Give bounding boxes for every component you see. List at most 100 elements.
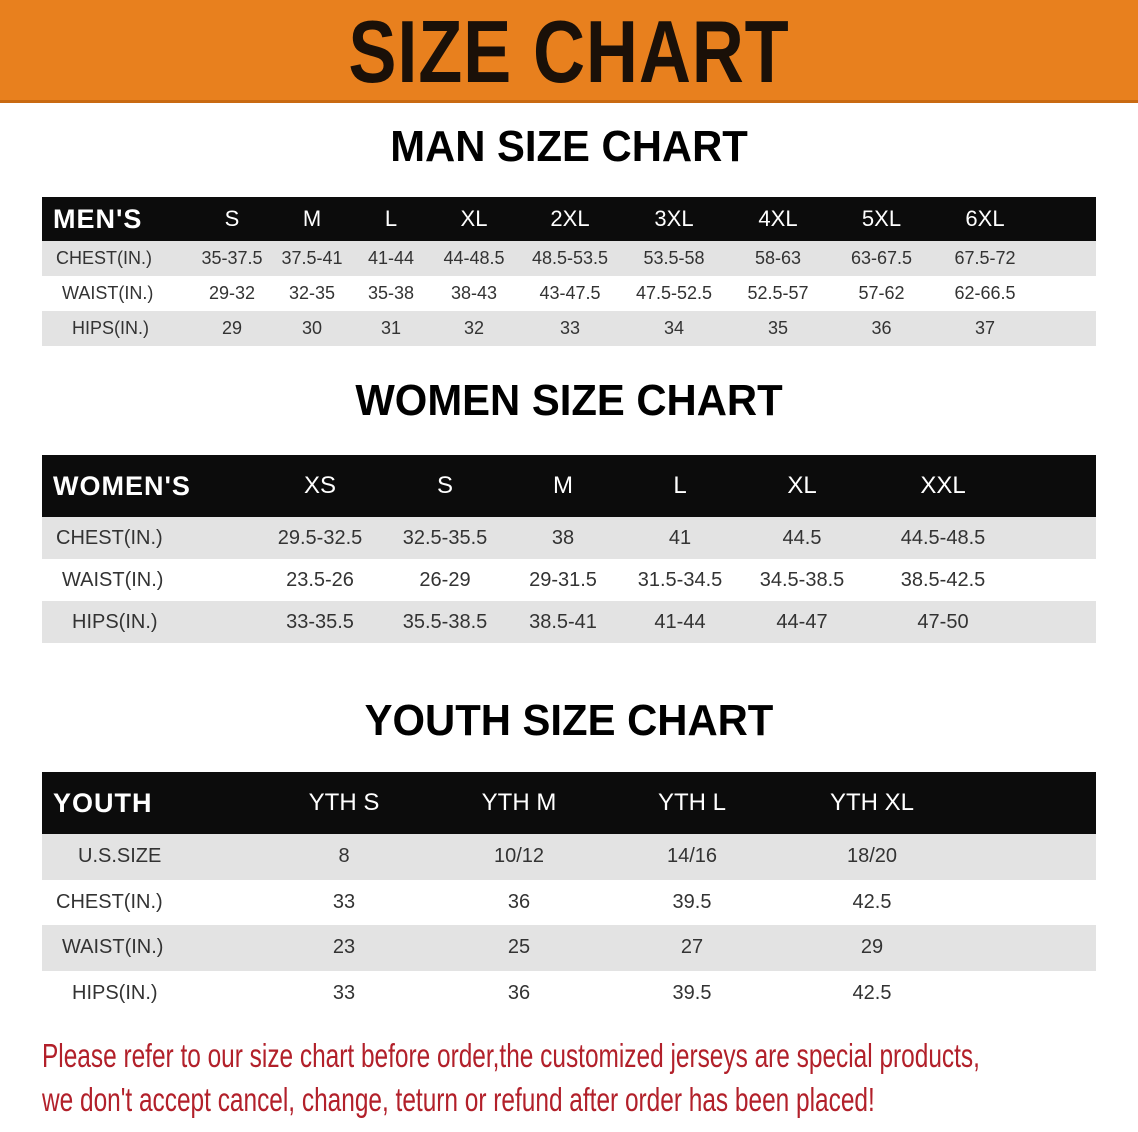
table-cell: 36 bbox=[871, 318, 892, 338]
table-cell: 38.5-41 bbox=[529, 610, 597, 633]
table-cell: 39.5 bbox=[672, 981, 712, 1004]
table-cell: 44.5 bbox=[782, 526, 822, 549]
table-row: HIPS(IN.) 29 30 31 32 33 34 35 36 37 bbox=[42, 311, 1096, 346]
row-label: CHEST(IN.) bbox=[56, 526, 163, 549]
table-row: CHEST(IN.) 33 36 39.5 42.5 bbox=[42, 879, 1096, 925]
table-cell: 37.5-41 bbox=[281, 248, 343, 268]
size-column-header: L bbox=[673, 472, 687, 499]
table-cell: 43-47.5 bbox=[539, 283, 601, 303]
table-row: HIPS(IN.) 33-35.5 35.5-38.5 38.5-41 41-44 44-… bbox=[42, 601, 1096, 643]
youth-section-title: YOUTH SIZE CHART bbox=[364, 696, 774, 745]
row-label: U.S.SIZE bbox=[78, 845, 162, 868]
table-header-label: WOMEN'S bbox=[53, 470, 191, 501]
row-label: WAIST(IN.) bbox=[62, 936, 164, 959]
row-label: WAIST(IN.) bbox=[62, 568, 164, 591]
table-cell: 34 bbox=[663, 318, 685, 338]
size-column-header: 5XL bbox=[861, 206, 902, 231]
table-cell: 41 bbox=[668, 526, 692, 549]
size-column-header: M bbox=[553, 472, 573, 499]
size-column-header: XXL bbox=[920, 472, 966, 499]
table-cell: 29-32 bbox=[208, 283, 256, 303]
table-cell: 48.5-53.5 bbox=[531, 248, 609, 268]
table-row: U.S.SIZE 8 10/12 14/16 18/20 bbox=[42, 834, 1096, 880]
table-cell: 36 bbox=[507, 981, 531, 1004]
row-label: CHEST(IN.) bbox=[56, 248, 152, 268]
table-cell: 29 bbox=[860, 936, 884, 959]
table-row: WAIST(IN.) 23.5-26 26-29 29-31.5 31.5-34.5 34… bbox=[42, 559, 1096, 601]
table-row: HIPS(IN.) 33 36 39.5 42.5 bbox=[42, 970, 1096, 1016]
table-cell: 31.5-34.5 bbox=[637, 568, 723, 591]
table-row: WAIST(IN.) 23 25 27 29 bbox=[42, 925, 1096, 971]
size-column-header: S bbox=[436, 472, 453, 499]
size-column-header: S bbox=[224, 206, 240, 231]
table-cell: 33 bbox=[559, 318, 581, 338]
banner: SIZE CHART bbox=[0, 0, 1138, 103]
table-cell: 33 bbox=[332, 981, 356, 1004]
table-row: CHEST(IN.) 35-37.5 37.5-41 41-44 44-48.5 48.5… bbox=[42, 241, 1096, 276]
size-column-header: 2XL bbox=[550, 206, 590, 231]
table-cell: 35.5-38.5 bbox=[402, 610, 488, 633]
table-cell: 37 bbox=[974, 318, 996, 338]
table-cell: 35-37.5 bbox=[201, 248, 263, 268]
table-cell: 42.5 bbox=[852, 890, 892, 913]
table-cell: 41-44 bbox=[367, 248, 415, 268]
table-cell: 14/16 bbox=[666, 845, 718, 868]
table-row: CHEST(IN.) 29.5-32.5 32.5-35.5 38 41 44.5 44.5… bbox=[42, 517, 1096, 559]
row-label: WAIST(IN.) bbox=[62, 283, 154, 303]
table-cell: 34.5-38.5 bbox=[759, 568, 845, 591]
size-column-header: XS bbox=[303, 472, 336, 499]
table-cell: 38-43 bbox=[450, 283, 498, 303]
table-cell: 29.5-32.5 bbox=[277, 526, 363, 549]
table-cell: 52.5-57 bbox=[747, 283, 809, 303]
table-cell: 23.5-26 bbox=[286, 568, 354, 591]
row-label: HIPS(IN.) bbox=[72, 981, 158, 1004]
youth-size-table: YOUTH YTH S YTH M YTH L YTH XL U.S.SIZE 8 10/12… bbox=[42, 772, 1096, 1016]
table-cell: 8 bbox=[338, 845, 350, 868]
table-cell: 63-67.5 bbox=[850, 248, 913, 268]
size-column-header: 6XL bbox=[965, 206, 1005, 231]
size-column-header: XL bbox=[787, 472, 817, 499]
size-column-header: L bbox=[384, 206, 398, 231]
table-cell: 31 bbox=[380, 318, 402, 338]
men-section-title: MAN SIZE CHART bbox=[390, 122, 748, 171]
table-cell: 32 bbox=[463, 318, 485, 338]
table-cell: 27 bbox=[680, 936, 704, 959]
table-cell: 33-35.5 bbox=[286, 610, 354, 633]
table-cell: 44-48.5 bbox=[443, 248, 505, 268]
table-cell: 38 bbox=[551, 526, 575, 549]
size-column-header: YTH M bbox=[481, 789, 557, 816]
table-cell: 32.5-35.5 bbox=[402, 526, 488, 549]
row-label: CHEST(IN.) bbox=[56, 890, 163, 913]
table-cell: 58-63 bbox=[754, 248, 802, 268]
table-header-row: YOUTH YTH S YTH M YTH L YTH XL bbox=[42, 772, 1096, 834]
size-column-header: XL bbox=[460, 206, 488, 231]
table-cell: 18/20 bbox=[846, 845, 898, 868]
notice-line-1: Please refer to our size chart before or… bbox=[42, 1037, 980, 1074]
table-cell: 44.5-48.5 bbox=[900, 526, 986, 549]
table-header-row: MEN'S S M L XL 2XL 3XL 4XL 5XL 6XL bbox=[42, 197, 1096, 241]
table-cell: 42.5 bbox=[852, 981, 892, 1004]
table-cell: 23 bbox=[332, 936, 356, 959]
banner-title: SIZE CHART bbox=[348, 2, 790, 101]
table-cell: 67.5-72 bbox=[954, 248, 1016, 268]
size-column-header: YTH L bbox=[657, 789, 726, 816]
row-label: HIPS(IN.) bbox=[72, 318, 150, 338]
men-size-table: MEN'S S M L XL 2XL 3XL 4XL 5XL 6XL CHEST(IN.) 35-37… bbox=[42, 197, 1096, 346]
size-column-header: YTH S bbox=[308, 789, 380, 816]
table-header-label: MEN'S bbox=[53, 203, 143, 234]
size-column-header: M bbox=[302, 206, 322, 231]
size-column-header: 3XL bbox=[654, 206, 694, 231]
table-cell: 36 bbox=[507, 890, 531, 913]
table-cell: 41-44 bbox=[654, 610, 706, 633]
women-size-table: WOMEN'S XS S M L XL XXL CHEST(IN.) 29.5-32.5 32.5… bbox=[42, 455, 1096, 643]
table-cell: 62-66.5 bbox=[954, 283, 1016, 303]
size-column-header: YTH XL bbox=[829, 789, 915, 816]
table-cell: 26-29 bbox=[419, 568, 471, 591]
table-cell: 25 bbox=[507, 936, 531, 959]
notice-line-2: we don't accept cancel, change, teturn o… bbox=[42, 1081, 875, 1118]
table-cell: 33 bbox=[332, 890, 356, 913]
table-cell: 35 bbox=[767, 318, 789, 338]
table-cell: 38.5-42.5 bbox=[900, 568, 986, 591]
table-header-label: YOUTH bbox=[53, 787, 153, 818]
women-section-title: WOMEN SIZE CHART bbox=[355, 376, 783, 425]
